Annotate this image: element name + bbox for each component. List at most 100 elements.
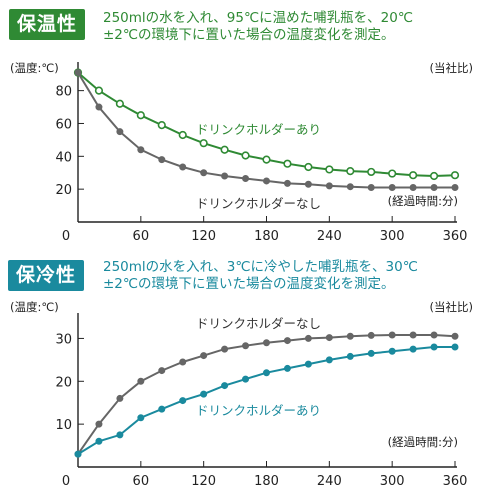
data-point <box>242 342 250 350</box>
data-point <box>451 343 459 351</box>
data-point <box>179 397 187 405</box>
warm-description-line1: 250mlの水を入れ、95℃に温めた哺乳瓶を、20℃ <box>103 10 413 26</box>
data-point <box>388 169 397 178</box>
x-tick-label: 240 <box>317 474 342 489</box>
data-point <box>367 349 375 357</box>
y-tick-label: 60 <box>55 117 72 132</box>
series-label: ドリンクホルダーなし <box>196 316 321 331</box>
data-point <box>178 130 187 140</box>
data-point <box>74 450 82 458</box>
data-point <box>283 364 291 372</box>
series-label: ドリンクホルダーあり <box>196 122 321 137</box>
x-tick-label: 180 <box>254 474 279 489</box>
data-point <box>450 171 460 180</box>
data-point <box>116 394 124 402</box>
data-point <box>304 360 312 368</box>
data-point <box>95 103 103 111</box>
warm-description-line2: ±2℃の環境下に置いた場合の温度変化を測定。 <box>103 27 395 43</box>
data-point <box>200 169 208 177</box>
corner-note: (当社比) <box>430 300 473 314</box>
x-axis-label: (経過時間:分) <box>388 194 458 208</box>
data-point <box>325 356 333 364</box>
data-point <box>367 331 375 339</box>
data-point <box>263 339 270 347</box>
data-point <box>115 99 124 108</box>
data-point <box>136 111 145 120</box>
y-tick-label: 80 <box>55 85 72 100</box>
warm-description: 250mlの水を入れ、95℃に温めた哺乳瓶を、20℃ ±2℃の環境下に置いた場合… <box>103 10 475 44</box>
data-point <box>346 332 354 340</box>
x-axis-label: (経過時間:分) <box>388 435 458 449</box>
warm-badge: 保温性 <box>9 9 86 40</box>
data-point <box>304 180 312 188</box>
y-axis-label: (温度:℃) <box>10 300 59 314</box>
data-point <box>283 159 292 168</box>
data-point <box>325 182 333 190</box>
data-point <box>346 352 354 360</box>
data-point <box>430 343 438 351</box>
data-point <box>451 184 459 192</box>
series-label: ドリンクホルダーあり <box>196 403 321 418</box>
x-tick-label: 120 <box>191 474 216 489</box>
x-tick-label: 0 <box>62 474 70 489</box>
data-point <box>242 375 250 383</box>
data-point <box>158 367 166 375</box>
cool-description-line2: ±2℃の環境下に置いた場合の温度変化を測定。 <box>103 276 395 292</box>
cool-chart: 0 60 120 180 240 300 360 10 20 30 (温度:℃) (当社比) (経過時間… <box>10 300 473 489</box>
warm-chart: 0 60 120 180 240 300 360 20 40 60 80 (温度:℃) (当社比) (経過… <box>10 61 473 244</box>
data-point <box>451 332 459 340</box>
data-point <box>221 345 229 353</box>
data-point <box>325 165 334 174</box>
data-point <box>346 166 355 176</box>
data-point <box>157 121 166 130</box>
y-tick-label: 40 <box>55 150 72 165</box>
cool-description: 250mlの水を入れ、3℃に冷やした哺乳瓶を、30℃ ±2℃の環境下に置いた場合… <box>103 259 475 293</box>
x-tick-label: 300 <box>380 229 405 244</box>
data-point <box>221 382 229 390</box>
data-point <box>367 167 376 177</box>
data-point <box>429 171 439 181</box>
data-point <box>200 352 208 360</box>
data-point <box>158 156 166 164</box>
x-tick-label: 360 <box>443 229 468 244</box>
data-point <box>179 358 187 366</box>
data-point <box>179 163 187 171</box>
data-point <box>242 174 250 182</box>
data-point <box>263 177 270 185</box>
x-tick-label: 240 <box>317 229 342 244</box>
data-point <box>388 184 396 192</box>
data-point <box>304 334 312 342</box>
data-point <box>283 179 291 187</box>
x-tick-label: 180 <box>254 229 279 244</box>
data-point <box>241 151 250 160</box>
data-point <box>137 377 145 385</box>
data-point <box>263 369 270 377</box>
data-point <box>409 345 417 353</box>
data-point <box>137 414 145 422</box>
data-point <box>388 347 396 355</box>
data-point <box>137 146 145 154</box>
data-point <box>116 431 124 439</box>
data-point <box>283 337 291 345</box>
data-point <box>304 162 313 172</box>
y-tick-label: 10 <box>55 418 72 433</box>
data-point <box>116 128 124 136</box>
cool-description-line1: 250mlの水を入れ、3℃に冷やした哺乳瓶を、30℃ <box>103 259 418 275</box>
warm-panel: 保温性 250mlの水を入れ、95℃に温めた哺乳瓶を、20℃ ±2℃の環境下に置… <box>9 9 475 244</box>
data-point <box>367 184 375 192</box>
cool-panel: 保冷性 250mlの水を入れ、3℃に冷やした哺乳瓶を、30℃ ±2℃の環境下に置… <box>0 250 481 500</box>
data-point <box>95 420 103 428</box>
y-axis-label: (温度:℃) <box>10 61 59 75</box>
data-point <box>409 171 418 180</box>
data-point <box>199 139 208 148</box>
data-point <box>94 86 104 95</box>
data-point <box>388 331 396 339</box>
data-point <box>325 334 333 342</box>
cool-badge: 保冷性 <box>8 260 85 291</box>
data-point <box>158 405 166 413</box>
x-tick-label: 0 <box>62 229 70 244</box>
corner-note: (当社比) <box>430 61 473 75</box>
data-point <box>200 390 208 398</box>
x-tick-label: 300 <box>380 474 405 489</box>
data-point <box>346 183 354 191</box>
